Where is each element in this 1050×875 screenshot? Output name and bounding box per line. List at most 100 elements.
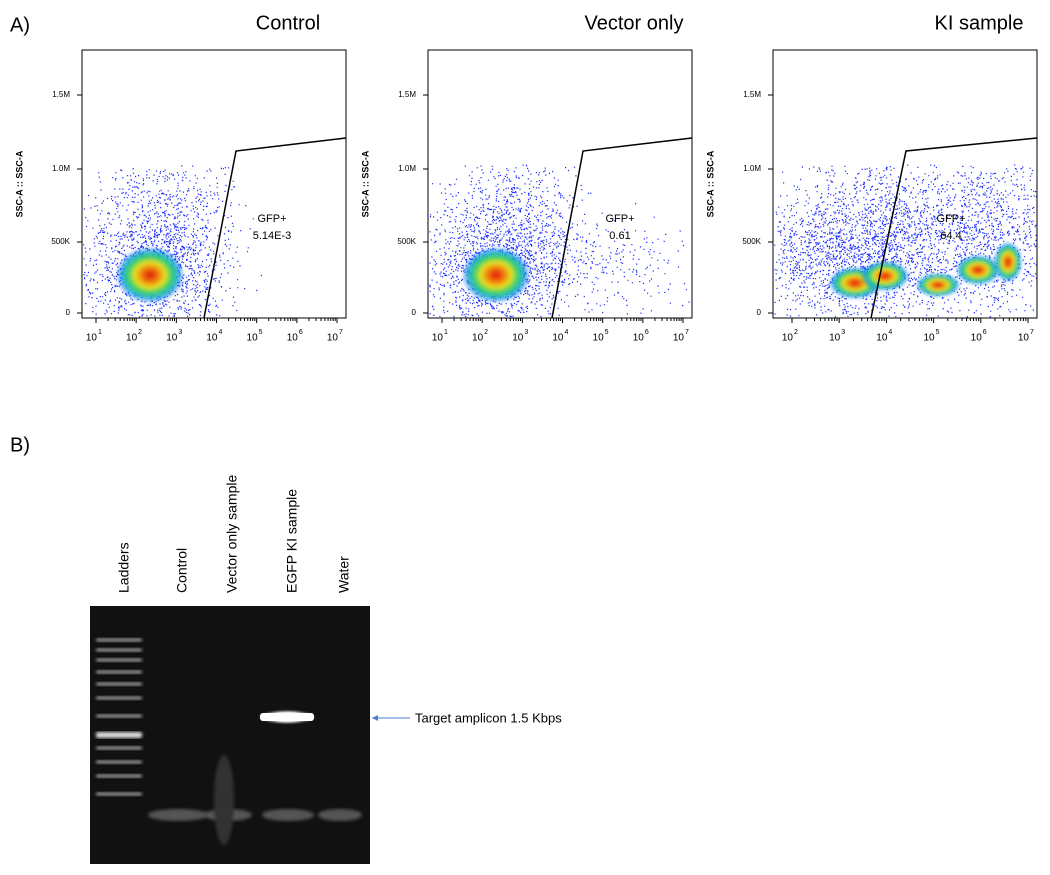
y-tick-label: 500K (397, 237, 416, 246)
ladder-band (96, 774, 142, 778)
lane-label: Control (174, 548, 190, 593)
density-core (116, 247, 184, 303)
x-tick-base: 10 (633, 333, 645, 344)
x-tick-base: 10 (287, 333, 299, 344)
lane-label: Vector only sample (224, 475, 240, 593)
ladder-band (96, 648, 142, 652)
x-tick-base: 10 (247, 333, 259, 344)
y-axis-label: SSC-A :: SSC-A (705, 150, 715, 217)
y-tick-label: 1.5M (743, 90, 761, 99)
ladder-band (96, 714, 142, 718)
x-tick-base: 10 (472, 333, 484, 344)
gate (870, 137, 1038, 319)
ladder-band (96, 760, 142, 764)
lane-label: EGFP KI sample (284, 489, 300, 593)
annotation: Target amplicon 1.5 Kbps (415, 710, 562, 725)
y-tick-label: 0 (412, 308, 417, 317)
ladder-band (96, 696, 142, 700)
y-tick-label: 1.0M (743, 164, 761, 173)
panel-label: B) (10, 434, 30, 456)
x-tick-exp: 6 (299, 329, 303, 336)
plot-frame (427, 49, 693, 319)
ladder-band (96, 670, 142, 674)
x-tick-exp: 7 (339, 329, 343, 336)
x-tick-base: 10 (593, 333, 605, 344)
gate-name: GFP+ (936, 213, 965, 225)
x-tick-exp: 4 (219, 329, 223, 336)
x-tick-exp: 3 (178, 329, 182, 336)
x-tick-base: 10 (206, 333, 218, 344)
x-tick-exp: 4 (888, 329, 892, 336)
smear (214, 755, 234, 845)
x-tick-base: 10 (923, 333, 935, 344)
arrow-head (372, 715, 378, 721)
gate-value: 5.14E-3 (253, 230, 292, 242)
y-axis-label: SSC-A :: SSC-A (14, 150, 24, 217)
gate (203, 137, 347, 319)
target-band-core (260, 713, 314, 721)
x-tick-exp: 2 (794, 329, 798, 336)
ladder-band (96, 658, 142, 662)
x-tick-exp: 1 (98, 329, 102, 336)
y-tick-label: 1.5M (52, 90, 70, 99)
x-tick-exp: 3 (841, 329, 845, 336)
density-core (861, 261, 909, 291)
y-tick-label: 1.0M (52, 164, 70, 173)
x-tick-base: 10 (166, 333, 178, 344)
x-tick-exp: 5 (259, 329, 263, 336)
x-tick-base: 10 (673, 333, 685, 344)
ladder-band (96, 732, 142, 738)
x-tick-exp: 5 (936, 329, 940, 336)
x-tick-exp: 2 (484, 329, 488, 336)
x-tick-base: 10 (782, 333, 794, 344)
ladder-band (96, 638, 142, 642)
y-tick-label: 0 (757, 308, 762, 317)
lane-label: Ladders (116, 542, 132, 593)
x-tick-exp: 4 (565, 329, 569, 336)
density-core (916, 273, 960, 297)
x-tick-base: 10 (327, 333, 339, 344)
x-tick-base: 10 (512, 333, 524, 344)
gate-name: GFP+ (257, 213, 286, 225)
y-tick-label: 1.5M (398, 90, 416, 99)
x-tick-base: 10 (552, 333, 564, 344)
plot-title: Control (256, 12, 320, 34)
x-tick-base: 10 (829, 333, 841, 344)
x-tick-exp: 2 (138, 329, 142, 336)
gate-name: GFP+ (605, 213, 634, 225)
lane-label: Water (336, 556, 352, 593)
plot-title: KI sample (935, 12, 1024, 34)
x-tick-exp: 6 (645, 329, 649, 336)
ladder-band (96, 746, 142, 750)
gate-value: 64.4 (940, 230, 961, 242)
ladder-band (96, 792, 142, 796)
y-tick-label: 500K (742, 237, 761, 246)
plot-frame (772, 49, 1038, 319)
x-tick-exp: 1 (444, 329, 448, 336)
gate (551, 137, 693, 319)
x-tick-base: 10 (971, 333, 983, 344)
y-tick-label: 1.0M (398, 164, 416, 173)
x-tick-exp: 3 (524, 329, 528, 336)
ladder-band (96, 682, 142, 686)
plot-frame (81, 49, 347, 319)
x-tick-base: 10 (126, 333, 138, 344)
x-tick-exp: 5 (605, 329, 609, 336)
x-tick-base: 10 (86, 333, 98, 344)
x-tick-exp: 7 (685, 329, 689, 336)
x-tick-base: 10 (1018, 333, 1030, 344)
density-core (994, 242, 1022, 282)
density-core (462, 247, 530, 303)
x-tick-base: 10 (876, 333, 888, 344)
plot-title: Vector only (585, 12, 684, 34)
primer-band (318, 809, 362, 821)
x-tick-exp: 6 (983, 329, 987, 336)
x-tick-exp: 7 (1030, 329, 1034, 336)
primer-band (262, 809, 314, 821)
event-dots (774, 164, 1037, 318)
panel-label: A) (10, 14, 30, 36)
event-dots (429, 164, 690, 318)
y-axis-label: SSC-A :: SSC-A (360, 150, 370, 217)
density-core (956, 255, 1000, 285)
